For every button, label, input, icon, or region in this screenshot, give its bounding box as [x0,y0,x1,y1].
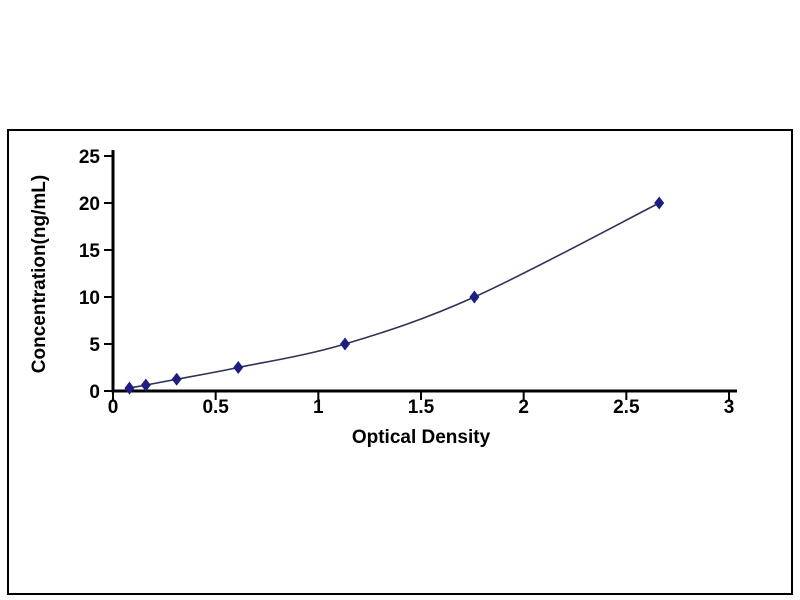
svg-text:5: 5 [89,335,100,356]
y-axis-title: Concentration(ng/mL) [29,174,50,374]
svg-text:0: 0 [108,397,119,418]
image-frame: 0 0.5 1 1.5 2 2.5 3 0 5 10 15 20 25 Concentration(ng… [7,129,793,595]
svg-text:3: 3 [724,397,735,418]
svg-text:1.5: 1.5 [408,397,435,418]
svg-text:0: 0 [89,382,100,403]
svg-text:2: 2 [518,397,529,418]
svg-text:0.5: 0.5 [202,397,229,418]
svg-text:20: 20 [79,194,100,215]
svg-text:1: 1 [313,397,324,418]
svg-text:2.5: 2.5 [613,397,640,418]
svg-text:10: 10 [79,288,100,309]
standard-curve-plot: 0 0.5 1 1.5 2 2.5 3 0 5 10 15 20 25 [79,147,737,418]
svg-text:25: 25 [79,147,101,168]
x-axis-title: Optical Density [351,427,491,448]
svg-text:15: 15 [79,241,101,262]
